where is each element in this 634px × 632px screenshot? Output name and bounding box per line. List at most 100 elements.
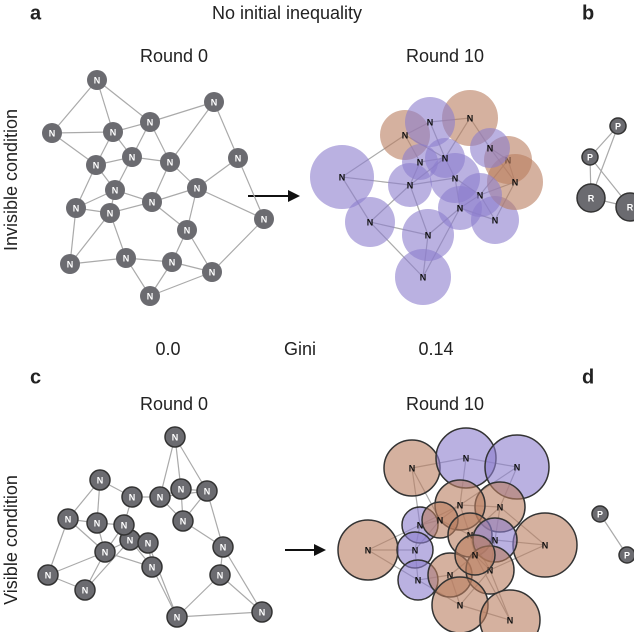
node [581,148,599,166]
node-label: N [457,203,464,213]
node [113,514,135,536]
node-label: P [597,509,603,519]
node [57,508,79,530]
node [196,480,218,502]
node-label: N [542,540,549,550]
node-label: N [457,500,464,510]
node-label: N [402,130,409,140]
edge [196,187,265,220]
node [609,117,627,135]
node-label: N [487,565,494,575]
node [89,469,111,491]
node-label: N [94,75,101,85]
node [166,606,188,628]
network: PP [591,505,634,564]
node-label: N [492,535,499,545]
node-label: N [235,153,242,163]
node [187,178,207,198]
round-title: Round 10 [406,394,484,414]
node-label: N [129,492,136,502]
node-label: N [497,502,504,512]
gini-value: 0.14 [418,339,453,359]
node [105,180,125,200]
node [87,70,107,90]
node-label: P [615,121,621,131]
node-label: N [204,486,211,496]
node-label: R [627,202,634,212]
node [160,152,180,172]
node-label: R [588,193,595,203]
node [74,579,96,601]
node-label: N [467,113,474,123]
node [615,192,634,222]
node [402,144,438,180]
node-label: N [102,547,109,557]
node-label: N [420,272,427,282]
node [479,589,541,632]
node [149,486,171,508]
node [137,532,159,554]
node [405,97,455,147]
node-label: N [97,475,104,485]
node-label: N [49,128,56,138]
node-label: N [437,515,444,525]
node [202,262,222,282]
node-label: N [174,612,181,622]
node [204,92,224,112]
edge [51,131,114,134]
round-title: Round 0 [140,46,208,66]
edge [84,539,131,591]
node-label: N [194,183,201,193]
node-label: N [178,484,185,494]
node [122,147,142,167]
node-label: N [463,453,470,463]
node-label: N [427,117,434,127]
node-label: N [147,291,154,301]
node-label: P [587,152,593,162]
node [470,128,510,168]
node-label: N [259,607,266,617]
round-title: Round 0 [140,394,208,414]
node [162,252,182,272]
edge [149,101,215,123]
node [140,286,160,306]
edge [211,218,265,273]
node [591,505,609,523]
node-label: N [180,516,187,526]
node-label: N [417,157,424,167]
node-label: N [149,562,156,572]
arrow [248,190,300,202]
panel-letter: d [582,366,594,388]
edge [51,79,98,134]
node [141,556,163,578]
node-label: N [512,177,519,187]
node [172,510,194,532]
edge [147,542,178,618]
node [100,203,120,223]
edge [222,546,263,613]
node-label: N [447,570,454,580]
node-label: N [261,214,268,224]
node [402,209,454,261]
panel-letter: a [30,2,42,24]
edge [69,212,111,265]
node-label: N [477,190,484,200]
node [438,186,482,230]
node [310,145,374,209]
gini-value: 0.0 [155,339,180,359]
node-label: N [94,518,101,528]
node-label: N [147,117,154,127]
network: P P R R [576,117,634,222]
node-label: N [149,197,156,207]
node-label: N [145,538,152,548]
node-label: N [514,462,521,472]
node [140,112,160,132]
gini-label: Gini [284,339,316,359]
node-label: N [157,492,164,502]
node-label: N [110,127,117,137]
node-label: N [73,203,80,213]
node [170,478,192,500]
